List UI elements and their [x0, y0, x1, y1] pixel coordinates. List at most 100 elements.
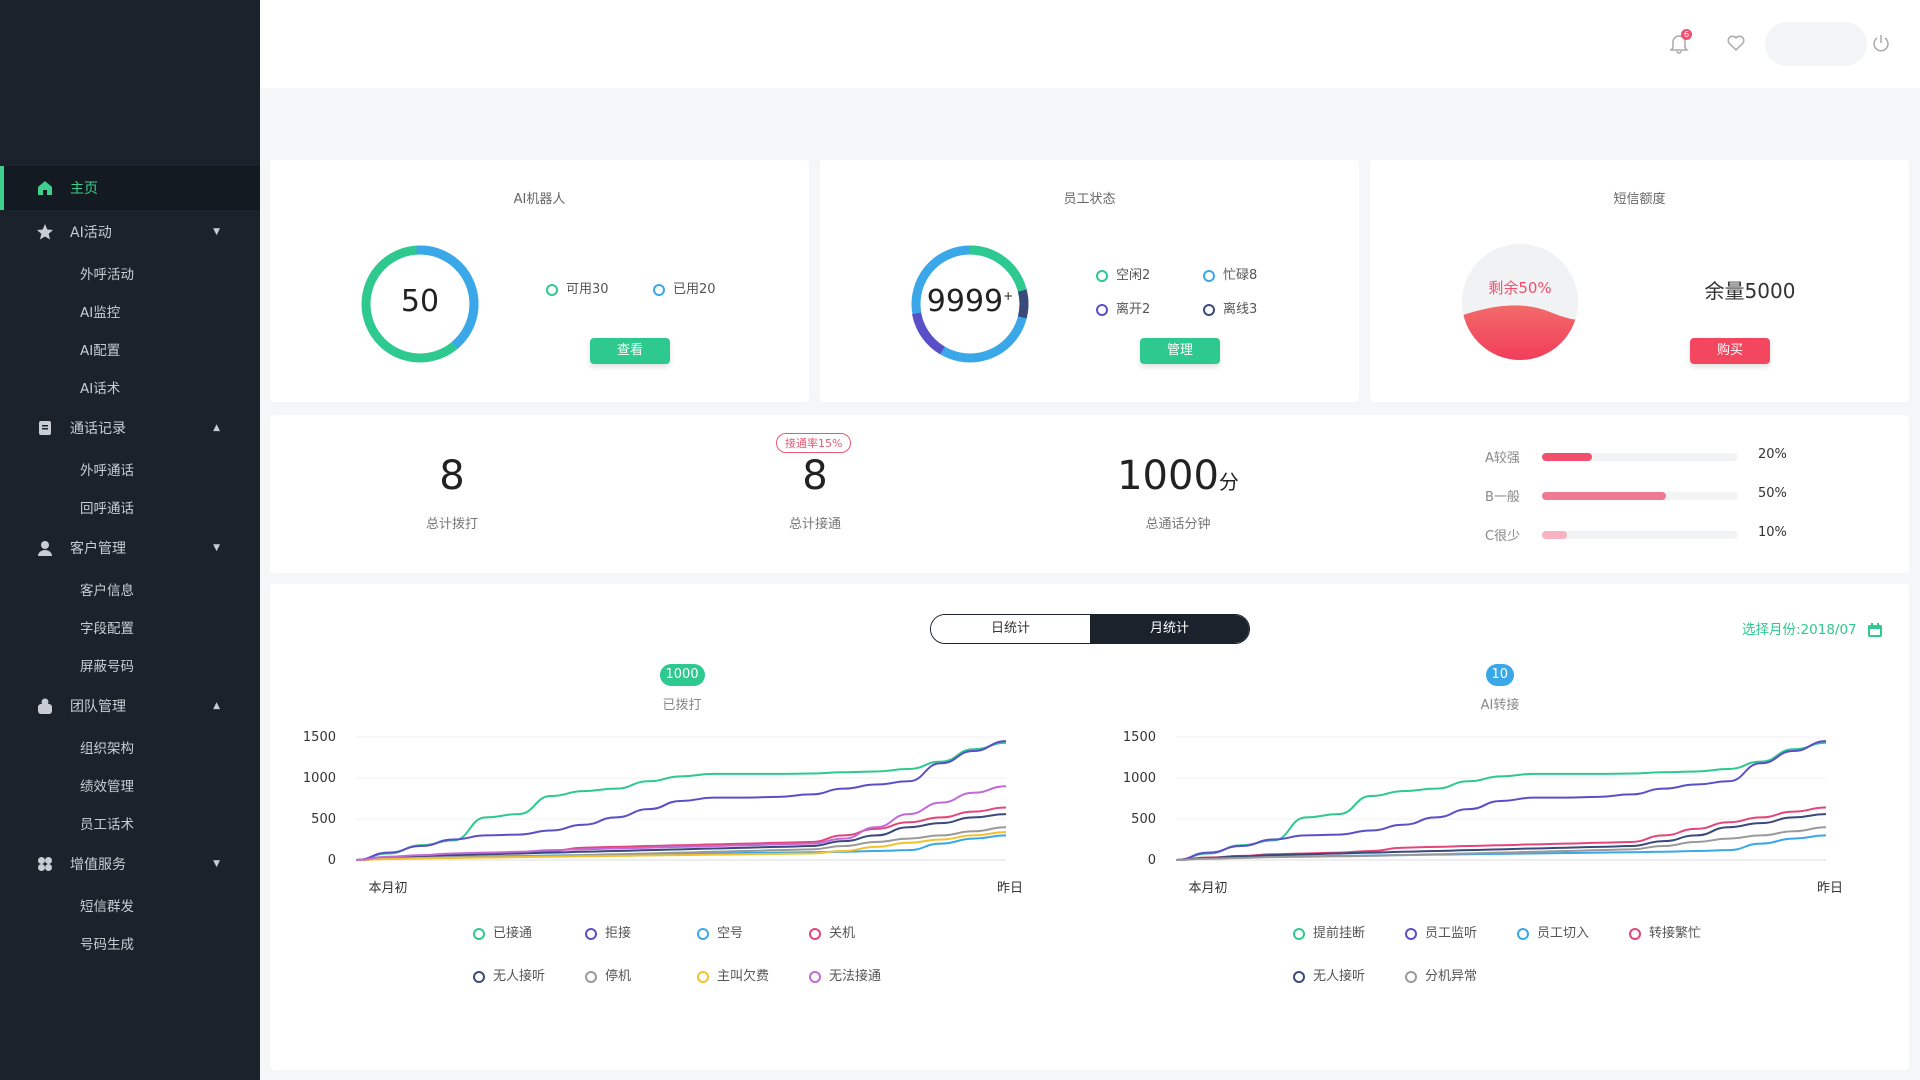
sidebar-subitem[interactable]: 外呼活动	[80, 267, 134, 283]
caret-up-icon: ▲	[213, 701, 220, 711]
series-line	[355, 741, 1007, 861]
series-line	[1175, 741, 1827, 861]
buy-button[interactable]: 购买	[1690, 338, 1770, 364]
circle-icon	[697, 927, 709, 940]
connected-total: 8	[802, 453, 828, 499]
legend-item[interactable]: 员工切入	[1517, 922, 1589, 941]
staff-ring-chart	[911, 245, 1029, 363]
sidebar-group-2[interactable]: 客户管理 ▼	[0, 526, 260, 570]
sidebar-subitem[interactable]: 客户信息	[80, 583, 134, 599]
sms-quota-card: 短信额度 剩余50% 余量5000 购买	[1370, 160, 1909, 402]
sidebar-subitem[interactable]: 字段配置	[80, 621, 134, 637]
sms-remaining-pct: 剩余50%	[1488, 279, 1552, 297]
legend-label: 转接繁忙	[1649, 926, 1702, 941]
legend-item[interactable]: 主叫欠费	[697, 965, 769, 984]
notification-badge: 6	[1681, 29, 1692, 40]
heart-icon[interactable]	[1725, 32, 1747, 54]
y-tick-label: 500	[1131, 812, 1156, 827]
sidebar-subitem[interactable]: 绩效管理	[80, 779, 134, 795]
card-title: 短信额度	[1613, 192, 1666, 207]
legend-item[interactable]: 无法接通	[809, 965, 881, 984]
sidebar-subitem[interactable]: 回呼通话	[80, 501, 134, 517]
level-label: B一般	[1485, 490, 1520, 505]
robot-ring-chart	[361, 245, 479, 363]
view-button[interactable]: 查看	[590, 338, 670, 364]
ai-robot-card: AI机器人 50 可用30 已用20 查看	[270, 160, 809, 402]
legend-label: 离线3	[1223, 302, 1258, 317]
circle-icon	[1293, 970, 1305, 983]
legend-idle: 空闲2	[1096, 264, 1150, 283]
tab-monthly[interactable]: 月统计	[1090, 615, 1249, 643]
sidebar: 主页 AI活动 ▼ 外呼活动 AI监控 AI配置 AI话术通话记录 ▲ 外呼通话回呼通话客户管…	[0, 0, 260, 1080]
level-percent: 10%	[1758, 525, 1787, 540]
staff-status-card: 员工状态 9999+ 空闲2 忙碌8 离开2 离线3 管理	[820, 160, 1359, 402]
level-percent: 20%	[1758, 447, 1787, 462]
legend-label: 可用30	[566, 282, 609, 297]
level-bar-fill	[1542, 453, 1592, 461]
sidebar-subitem[interactable]: AI配置	[80, 343, 121, 359]
y-tick-label: 500	[311, 812, 336, 827]
team-icon	[36, 697, 54, 715]
sidebar-group-3[interactable]: 团队管理 ▲	[0, 684, 260, 728]
legend-item[interactable]: 转接繁忙	[1629, 922, 1701, 941]
bell-icon[interactable]: 6	[1668, 29, 1692, 54]
month-picker-label: 选择月份:2018/07	[1742, 622, 1857, 638]
legend-label: 拒接	[605, 926, 632, 941]
sidebar-subitem[interactable]: AI话术	[80, 381, 121, 397]
circle-icon	[1517, 927, 1529, 940]
manage-button[interactable]: 管理	[1140, 338, 1220, 364]
month-picker[interactable]: 选择月份:2018/07	[1742, 618, 1883, 638]
calendar-icon	[1867, 623, 1882, 637]
caret-down-icon: ▼	[213, 227, 220, 237]
document-icon	[36, 419, 54, 437]
legend-item[interactable]: 拒接	[585, 922, 631, 941]
sidebar-subitem[interactable]: AI监控	[80, 305, 121, 321]
idle-arc	[969, 245, 1027, 292]
legend-label: 提前挂断	[1313, 926, 1366, 941]
legend-item[interactable]: 员工监听	[1405, 922, 1477, 941]
circle-icon	[585, 970, 597, 983]
legend-item[interactable]: 无人接听	[1293, 965, 1365, 984]
minutes-total: 1000分	[1078, 453, 1278, 499]
user-avatar-pill[interactable]	[1765, 22, 1867, 66]
y-tick-label: 1500	[303, 730, 336, 745]
sidebar-subitem[interactable]: 屏蔽号码	[80, 659, 134, 675]
circle-icon	[809, 927, 821, 940]
x-tick-label: 本月初	[368, 881, 407, 896]
sidebar-group-4[interactable]: 增值服务 ▼	[0, 842, 260, 886]
tab-daily[interactable]: 日统计	[931, 615, 1090, 643]
sidebar-group-0[interactable]: AI活动 ▼	[0, 210, 260, 254]
y-tick-label: 1000	[1123, 771, 1156, 786]
x-tick-label: 本月初	[1188, 881, 1227, 896]
star-icon	[36, 223, 54, 241]
sidebar-subitem[interactable]: 员工话术	[80, 817, 134, 833]
series-line	[1175, 740, 1827, 861]
circle-icon	[585, 927, 597, 940]
sidebar-subitem[interactable]: 外呼通话	[80, 463, 134, 479]
circle-icon	[1096, 303, 1108, 316]
legend-item[interactable]: 已接通	[473, 922, 532, 941]
circle-icon	[473, 927, 485, 940]
circle-icon	[546, 283, 558, 296]
home-icon	[36, 179, 54, 197]
legend-label: 离开2	[1116, 302, 1151, 317]
line-chart: 0 500 1000 1500 本月初 昨日	[303, 730, 1023, 896]
sidebar-subitem[interactable]: 短信群发	[80, 899, 134, 915]
legend-item[interactable]: 无人接听	[473, 965, 545, 984]
sidebar-item-label: 主页	[70, 181, 98, 197]
sidebar-item-home[interactable]: 主页	[0, 166, 260, 210]
series-line	[355, 740, 1007, 861]
legend-item[interactable]: 停机	[585, 965, 631, 984]
sidebar-group-1[interactable]: 通话记录 ▲	[0, 406, 260, 450]
legend-item[interactable]: 提前挂断	[1293, 922, 1365, 941]
staff-total-value: 9999	[926, 284, 1004, 319]
sidebar-subitem[interactable]: 号码生成	[80, 937, 134, 953]
power-icon[interactable]	[1870, 32, 1892, 54]
clover-icon	[36, 855, 54, 873]
sidebar-subitem[interactable]: 组织架构	[80, 741, 134, 757]
legend-item[interactable]: 空号	[697, 922, 743, 941]
staff-total: 9999+	[908, 284, 1032, 319]
legend-item[interactable]: 关机	[809, 922, 855, 941]
chart-caption: AI转接	[1480, 698, 1520, 713]
legend-item[interactable]: 分机异常	[1405, 965, 1477, 984]
